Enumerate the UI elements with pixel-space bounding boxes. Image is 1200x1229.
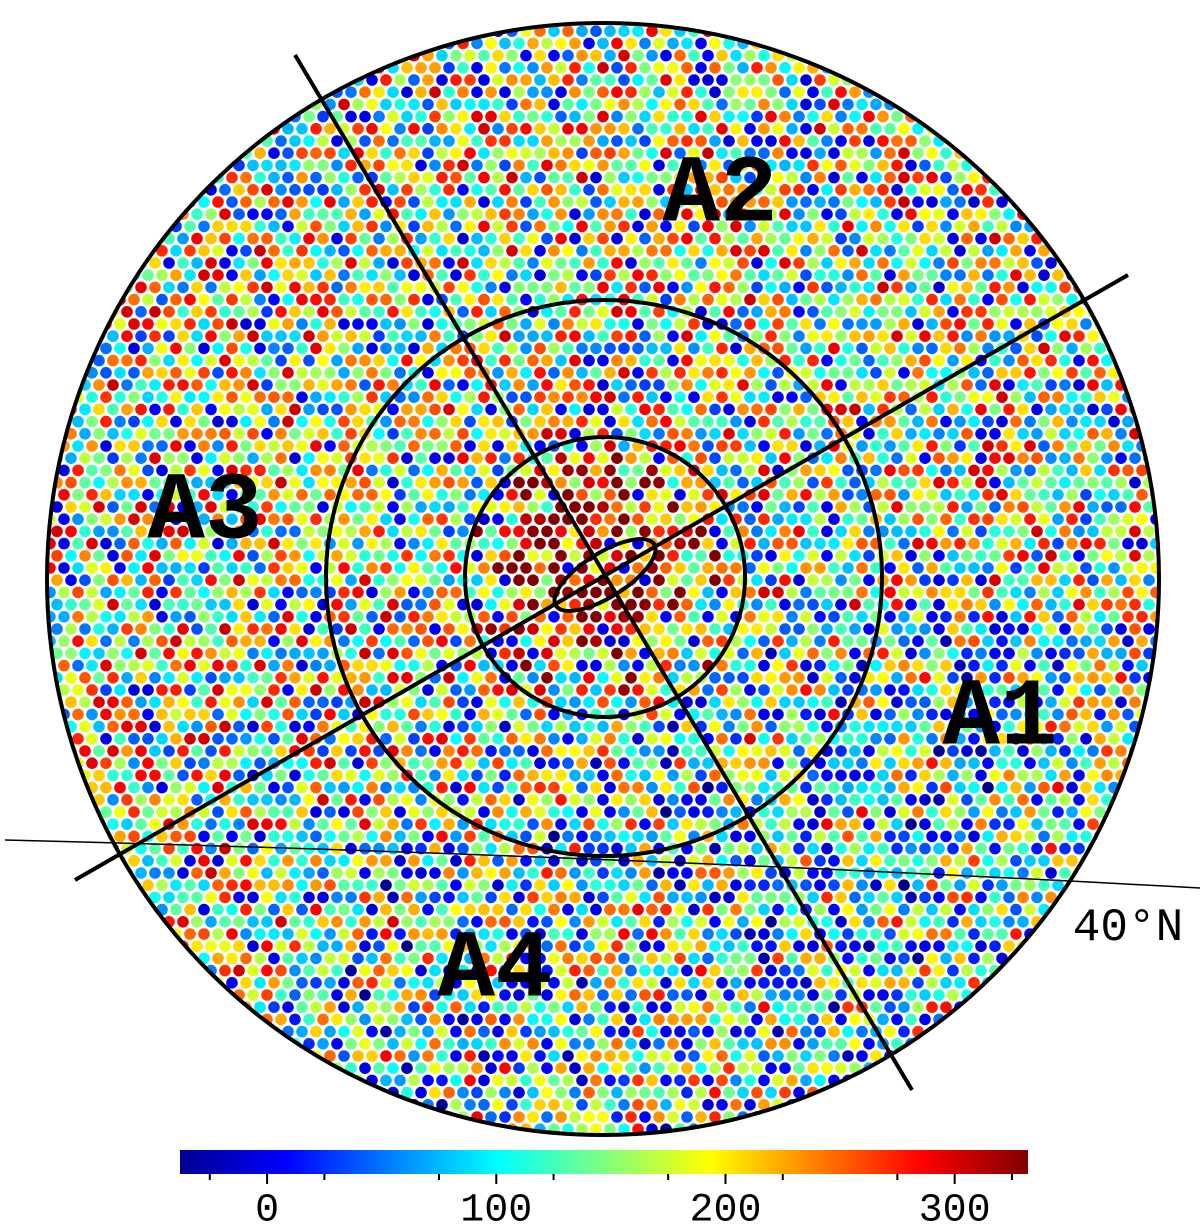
inner-circle [463, 435, 747, 719]
colorbar-tick-label: 0 [255, 1189, 279, 1229]
outer-circle [45, 21, 1161, 1137]
middle-circle [324, 298, 884, 858]
colorbar-tick-label: 300 [919, 1189, 991, 1229]
sector-line [74, 273, 1129, 882]
sector-line [293, 53, 914, 1092]
region-label: A4 [437, 915, 552, 1024]
colorbar [180, 1150, 1028, 1174]
colorbar-axis: 0 100 200 300 [208, 1174, 1013, 1229]
latitude-line [4, 839, 1200, 889]
colorbar-tick-label: 200 [689, 1189, 761, 1229]
latitude-label: 40°N [1073, 902, 1183, 954]
region-label: A2 [662, 140, 777, 249]
colorbar-tick-label: 100 [460, 1189, 532, 1229]
overlay [4, 21, 1200, 1137]
region-label: A3 [147, 457, 262, 566]
region-label: A1 [942, 663, 1057, 772]
